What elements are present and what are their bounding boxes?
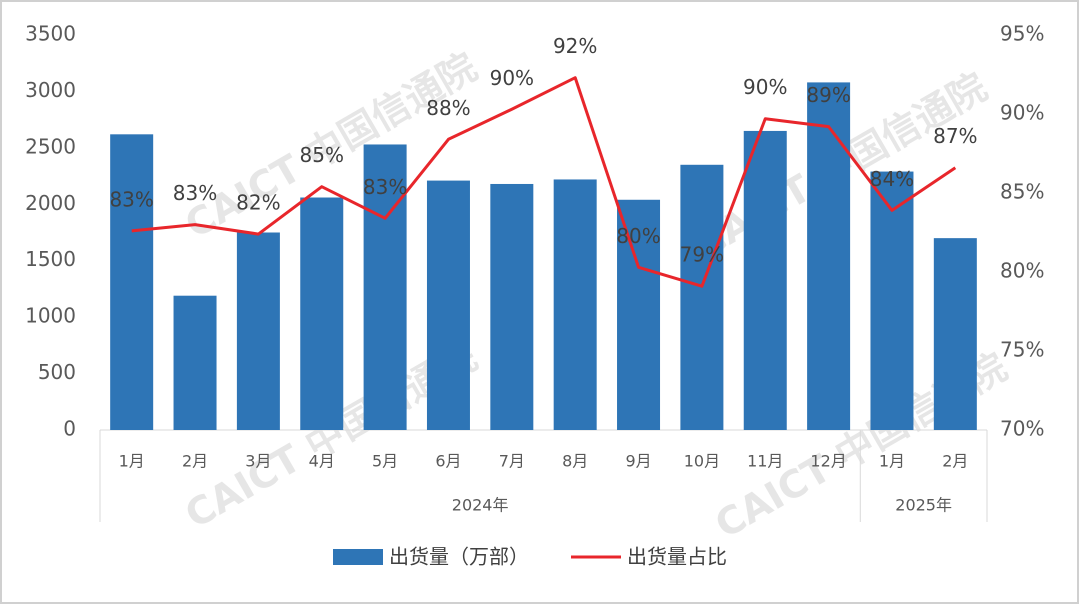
bar	[426, 180, 470, 430]
x-tick-label: 7月	[499, 452, 525, 471]
bar	[173, 295, 217, 430]
y-tick-label: 3500	[25, 22, 76, 46]
bar	[680, 164, 724, 431]
data-label: 92%	[553, 34, 597, 58]
legend-label: 出货量占比	[627, 545, 727, 569]
y-tick-label: 1000	[25, 304, 76, 328]
x-tick-label: 2月	[182, 452, 208, 471]
x-tick-label: 1月	[879, 452, 905, 471]
data-label: 83%	[363, 175, 407, 199]
y-tick-label: 500	[38, 360, 76, 384]
x-tick-label: 10月	[684, 452, 720, 471]
data-label: 90%	[743, 75, 787, 99]
y-tick-label: 1500	[25, 247, 76, 271]
bar	[363, 144, 407, 430]
bar	[617, 199, 661, 430]
data-label: 90%	[490, 66, 534, 90]
x-tick-label: 9月	[625, 452, 651, 471]
data-label: 80%	[616, 224, 660, 248]
legend-swatch	[333, 549, 383, 565]
y2-tick-label: 95%	[1000, 22, 1044, 46]
data-label: 87%	[933, 124, 977, 148]
y2-tick-label: 90%	[1000, 101, 1044, 125]
data-label: 79%	[680, 243, 724, 267]
x-tick-label: 4月	[309, 452, 335, 471]
data-label: 88%	[426, 96, 470, 120]
data-label: 84%	[870, 167, 914, 191]
x-tick-label: 5月	[372, 452, 398, 471]
y-tick-label: 0	[63, 417, 76, 441]
y-tick-label: 2500	[25, 134, 76, 158]
x-tick-label: 8月	[562, 452, 588, 471]
x-tick-label: 12月	[810, 452, 846, 471]
bar	[807, 82, 851, 431]
x-tick-label: 1月	[119, 452, 145, 471]
x-tick-label: 3月	[245, 452, 271, 471]
x-tick-label: 6月	[435, 452, 461, 471]
y2-tick-label: 80%	[1000, 259, 1044, 283]
line	[131, 76, 957, 288]
x-tick-label: 2月	[942, 452, 968, 471]
bar	[490, 183, 534, 430]
group-label: 2024年	[452, 496, 509, 515]
data-label: 85%	[300, 143, 344, 167]
bar	[743, 130, 787, 430]
y2-tick-label: 70%	[1000, 417, 1044, 441]
group-label: 2025年	[895, 496, 952, 515]
data-label: 89%	[806, 83, 850, 107]
y-tick-label: 2000	[25, 191, 76, 215]
y2-tick-label: 75%	[1000, 338, 1044, 362]
bar	[553, 179, 597, 430]
bar	[110, 134, 154, 431]
data-label: 83%	[109, 187, 153, 211]
data-label: 82%	[236, 191, 280, 215]
bar	[236, 232, 280, 430]
y-tick-label: 3000	[25, 78, 76, 102]
x-tick-label: 11月	[747, 452, 783, 471]
bar	[870, 171, 914, 431]
bar	[933, 238, 977, 430]
bar	[300, 197, 344, 430]
legend-label: 出货量（万部）	[389, 545, 529, 569]
y2-tick-label: 85%	[1000, 180, 1044, 204]
data-label: 83%	[173, 181, 217, 205]
